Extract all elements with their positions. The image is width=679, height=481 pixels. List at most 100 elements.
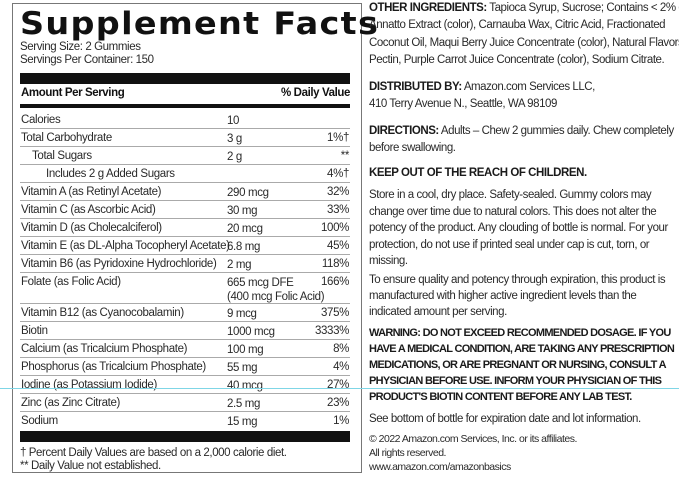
amount-text: 30 mg	[227, 205, 258, 217]
nutrient-amount: 3 g	[227, 132, 242, 146]
nutrient-name: Vitamin C (as Ascorbic Acid)	[21, 204, 156, 216]
text-line: change over time due to natural colors. …	[369, 205, 657, 218]
nutrient-row: Folate (as Folic Acid) 665 mcg DFE (400 mc…	[20, 273, 350, 304]
nutrient-row: Total Sugars 2 g **	[20, 147, 350, 165]
nutrient-row: Phosphorus (as Tricalcium Phosphate) 55 m…	[20, 358, 350, 376]
thick-divider	[20, 73, 350, 84]
daily-value: 3333%	[314, 325, 349, 337]
text-line: Annatto Extract (color), Carnauba Wax, C…	[369, 19, 666, 32]
amount-text: 9 mcg	[227, 308, 257, 320]
nutrient-row: Includes 2 g Added Sugars 4%†	[20, 165, 350, 183]
footnote-dagger: † Percent Daily Values are based on a 2,…	[20, 447, 287, 459]
nutrient-name: Biotin	[21, 325, 48, 337]
daily-value: 1%†	[327, 132, 349, 144]
website-link: www.amazon.com/amazonbasics	[369, 461, 511, 473]
nutrient-row: Sodium 15 mg 1%	[20, 412, 350, 430]
distributed-by: DISTRIBUTED BY: Amazon.com Services LLC,…	[369, 79, 674, 114]
dosage-warning: WARNING: DO NOT EXCEED RECOMMENDED DOSAG…	[369, 325, 675, 405]
nutrient-amount: 1000 mcg	[227, 325, 275, 339]
text-line: Store in a cool, dry place. Safety-seale…	[369, 189, 652, 201]
facts-title: Supplement Facts	[20, 6, 380, 42]
nutrient-name: Vitamin E (as DL-Alpha Tocopheryl Acetat…	[21, 240, 230, 252]
daily-value: 32%	[327, 186, 349, 198]
supplement-facts-panel: Supplement Facts Serving Size: 2 Gummies…	[12, 3, 378, 473]
amount-text: 2 g	[227, 151, 242, 163]
nutrient-amount: 100 mg	[227, 343, 264, 357]
text-line: MEDICATIONS, OR ARE PREGNANT OR NURSING,…	[369, 359, 667, 371]
servings-per-container: Servings Per Container: 150	[20, 54, 154, 66]
nutrient-row: Vitamin B12 (as Cyanocobalamin) 9 mcg 375%	[20, 304, 350, 322]
text-line: manufactured with higher active ingredie…	[369, 290, 637, 302]
nutrient-amount: 40 mcg	[227, 379, 263, 393]
directions-label: DIRECTIONS:	[369, 125, 439, 137]
bottom-divider	[20, 431, 350, 442]
nutrient-amount: 20 mcg	[227, 222, 263, 236]
expiration-note: See bottom of bottle for expiration date…	[369, 413, 641, 425]
text-line: © 2022 Amazon.com Services, Inc. or its …	[369, 433, 577, 445]
text-line: PRODUCT'S BIOTIN CONTENT BEFORE ANY LAB …	[369, 391, 632, 403]
medium-divider	[20, 104, 350, 108]
nutrient-row: Vitamin A (as Retinyl Acetate) 290 mcg 32%	[20, 183, 350, 201]
text-line: Coconut Oil, Maqui Berry Juice Concentra…	[369, 36, 679, 49]
daily-value: 1%	[333, 415, 349, 427]
distributed-by-label: DISTRIBUTED BY:	[369, 81, 462, 93]
amount-text: 20 mcg	[227, 223, 263, 235]
nutrient-amount: 15 mg	[227, 415, 258, 429]
other-ingredients: OTHER INGREDIENTS: Tapioca Syrup, Sucros…	[369, 0, 679, 70]
nutrient-name: Vitamin D (as Cholecalciferol)	[21, 222, 162, 234]
text-line: protection, do not use if printed seal u…	[369, 238, 650, 251]
nutrient-amount: 30 mg	[227, 204, 258, 218]
nutrient-name: Sodium	[21, 415, 58, 427]
copyright: © 2022 Amazon.com Services, Inc. or its …	[369, 432, 674, 474]
daily-value: 4%†	[327, 168, 349, 180]
text-line: Pectin, Purple Carrot Juice Concentrate …	[369, 54, 665, 67]
keep-out-warning: KEEP OUT OF THE REACH OF CHILDREN.	[369, 165, 674, 182]
nutrient-name: Includes 2 g Added Sugars	[46, 168, 175, 180]
amount-text: 100 mg	[227, 344, 264, 356]
daily-value: 100%	[320, 222, 349, 234]
daily-value: **	[340, 150, 350, 162]
amount-text: 6.8 mg	[227, 241, 261, 253]
text-line: Tapioca Syrup, Sucrose; Contains < 2% of…	[486, 2, 679, 14]
nutrient-row: Iodine (as Potassium Iodide) 40 mcg 27%	[20, 376, 350, 394]
nutrient-name: Calories	[21, 114, 61, 126]
text-line: PHYSICIAN BEFORE USE. INFORM YOUR PHYSIC…	[369, 375, 662, 387]
nutrient-amount: 665 mcg DFE (400 mcg Folic Acid)	[227, 276, 325, 304]
amount-text: 2 mg	[227, 259, 252, 271]
amount-text: 40 mcg	[227, 380, 263, 392]
text-line: WARNING: DO NOT EXCEED RECOMMENDED DOSAG…	[369, 327, 671, 339]
keep-out-text: KEEP OUT OF THE REACH OF CHILDREN.	[369, 167, 587, 179]
footnote-stars: ** Daily Value not established.	[20, 460, 161, 472]
nutrient-amount: 10	[227, 114, 239, 128]
serving-size: Serving Size: 2 Gummies	[20, 41, 141, 53]
daily-value: 375%	[320, 307, 349, 319]
amount-text: 3 g	[227, 133, 242, 145]
daily-value: 118%	[321, 258, 350, 270]
nutrient-name: Iodine (as Potassium Iodide)	[21, 379, 157, 391]
daily-value: 45%	[327, 240, 349, 252]
daily-value: 33%	[327, 204, 349, 216]
nutrient-row: Calcium (as Tricalcium Phosphate) 100 mg 8…	[20, 340, 350, 358]
nutrient-row: Vitamin E (as DL-Alpha Tocopheryl Acetat…	[20, 237, 350, 255]
daily-value: 4%	[333, 361, 349, 373]
nutrient-row: Vitamin C (as Ascorbic Acid) 30 mg 33%	[20, 201, 350, 219]
text-line: 410 Terry Avenue N., Seattle, WA 98109	[369, 98, 557, 111]
other-ingredients-label: OTHER INGREDIENTS:	[369, 2, 487, 14]
nutrient-row: Total Carbohydrate 3 g 1%†	[20, 129, 350, 147]
nutrient-name: Vitamin B6 (as Pyridoxine Hydrochloride)	[21, 258, 217, 270]
text-line: missing.	[369, 255, 408, 267]
potency-text: To ensure quality and potency through ex…	[369, 272, 674, 320]
nutrient-amount: 290 mcg	[227, 186, 269, 200]
nutrient-row: Biotin 1000 mcg 3333%	[20, 322, 350, 340]
nutrient-row: Zinc (as Zinc Citrate) 2.5 mg 23%	[20, 394, 350, 412]
nutrient-name: Total Sugars	[32, 150, 92, 162]
directions: DIRECTIONS: Adults – Chew 2 gummies dail…	[369, 123, 674, 158]
storage-text: Store in a cool, dry place. Safety-seale…	[369, 187, 674, 270]
amount-text: 15 mg	[227, 416, 258, 428]
nutrient-row: Vitamin D (as Cholecalciferol) 20 mcg 100%	[20, 219, 350, 237]
nutrient-amount: 9 mcg	[227, 307, 257, 321]
amount-text: 2.5 mg	[227, 398, 261, 410]
daily-value: 8%	[333, 343, 349, 355]
text-line: potency of the product. Any clouding of …	[369, 222, 668, 234]
nutrient-amount: 6.8 mg	[227, 240, 260, 254]
